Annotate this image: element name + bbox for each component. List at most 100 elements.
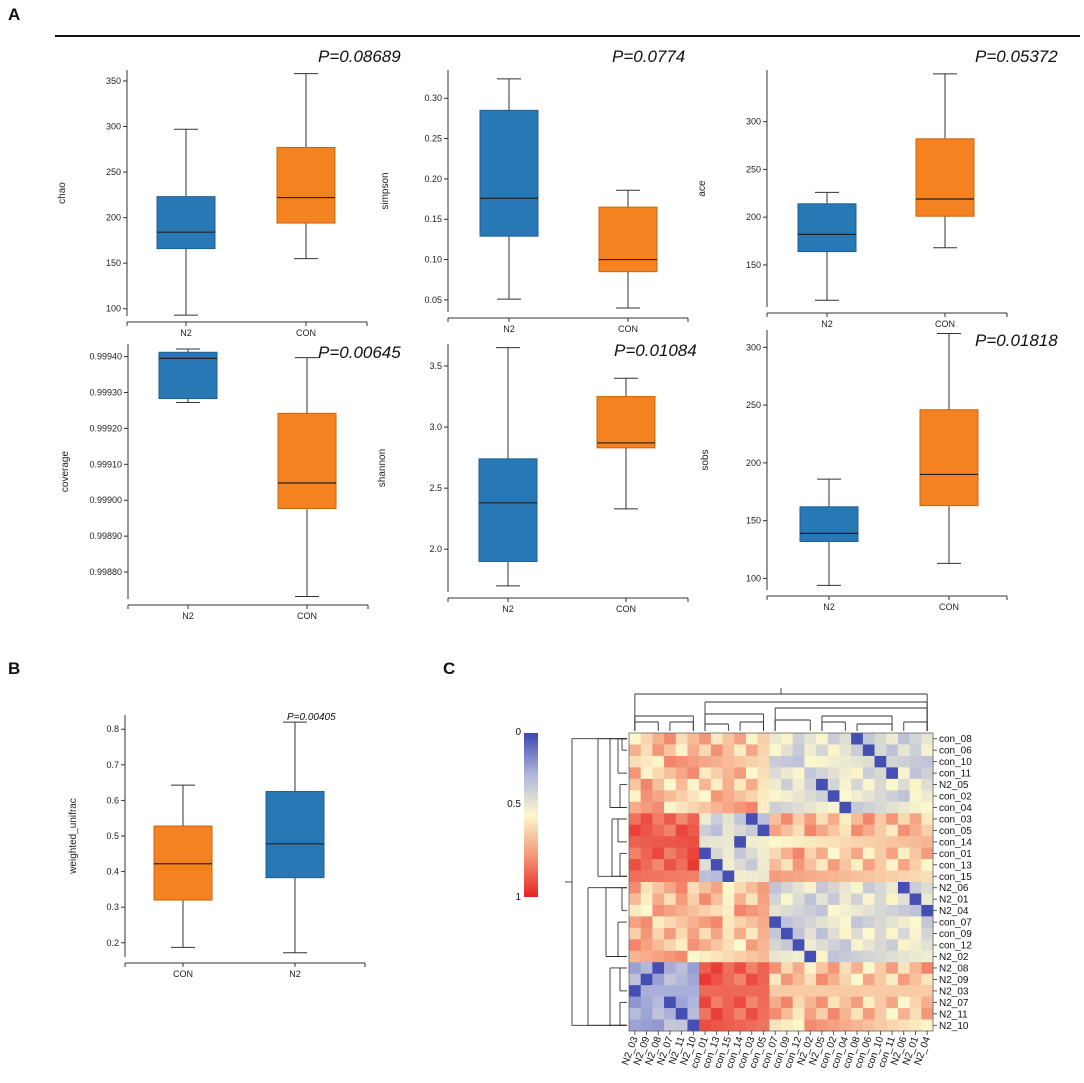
heatmap-cell bbox=[816, 962, 829, 975]
heatmap-cell bbox=[699, 755, 712, 768]
heatmap-cell bbox=[699, 824, 712, 837]
heatmap-cell bbox=[816, 916, 829, 929]
heatmap-cell bbox=[862, 985, 875, 998]
y-tick-label: 0.99900 bbox=[89, 495, 122, 505]
heatmap-cell bbox=[827, 755, 840, 768]
heatmap-cell bbox=[851, 767, 864, 780]
heatmap-cell bbox=[687, 801, 700, 814]
heatmap-cell bbox=[874, 950, 887, 963]
color-legend-label: 1 bbox=[515, 892, 521, 903]
heatmap-cell bbox=[640, 801, 653, 814]
heatmap-cell bbox=[722, 1008, 735, 1020]
color-legend-label: 0.5 bbox=[507, 799, 521, 810]
heatmap-cell bbox=[652, 1008, 665, 1020]
heatmap-cell bbox=[757, 916, 770, 929]
heatmap-cell bbox=[781, 985, 794, 998]
heatmap-cell bbox=[886, 927, 899, 940]
heatmap-cell bbox=[862, 778, 875, 791]
heatmap-cell bbox=[687, 893, 700, 906]
heatmap-cell bbox=[652, 836, 665, 849]
heatmap-cell bbox=[687, 733, 700, 745]
heatmap-cell bbox=[664, 973, 677, 986]
heatmap-cell bbox=[734, 1019, 747, 1032]
heatmap-cell bbox=[827, 904, 840, 917]
heatmap-cell bbox=[804, 824, 817, 837]
heatmap-cell bbox=[734, 950, 747, 963]
heatmap-cell bbox=[757, 767, 770, 780]
heatmap-cell bbox=[699, 813, 712, 826]
y-axis-label: simpson bbox=[380, 172, 391, 209]
heatmap-cell bbox=[734, 836, 747, 849]
heatmap-cell bbox=[851, 1019, 864, 1032]
heatmap-cell bbox=[640, 733, 653, 745]
heatmap-cell bbox=[897, 847, 911, 860]
heatmap-cell bbox=[652, 882, 665, 894]
heatmap-cell bbox=[769, 824, 782, 837]
y-tick-label: 300 bbox=[746, 342, 761, 352]
heatmap-cell bbox=[640, 939, 653, 952]
heatmap-cell bbox=[687, 870, 700, 883]
heatmap-cell bbox=[710, 973, 723, 986]
heatmap-cell bbox=[909, 801, 922, 814]
heatmap-cell bbox=[792, 847, 805, 860]
heatmap-cell bbox=[629, 927, 642, 940]
heatmap-cell bbox=[909, 767, 922, 780]
heatmap-cell bbox=[909, 916, 922, 929]
heatmap-cell bbox=[851, 927, 864, 940]
heatmap-cell bbox=[629, 778, 642, 791]
heatmap-cell bbox=[886, 778, 899, 791]
heatmap-cell bbox=[757, 1019, 770, 1032]
heatmap-cell bbox=[722, 893, 735, 906]
x-tick-label: CON bbox=[616, 604, 636, 614]
heatmap-cell bbox=[851, 973, 864, 986]
heatmap-cell bbox=[897, 859, 911, 871]
heatmap-cell bbox=[675, 985, 688, 998]
p-value-annotation: P=0.00645 bbox=[318, 343, 401, 362]
heatmap-cell bbox=[886, 950, 899, 963]
row-label: con_07 bbox=[939, 918, 972, 929]
coverage-boxplot: 0.99880 0.99890 0.99900 0.99910 0.99920 0.999… bbox=[60, 343, 401, 621]
heatmap-cell bbox=[745, 744, 759, 757]
heatmap-cell bbox=[675, 801, 688, 814]
heatmap-cell bbox=[699, 790, 712, 803]
n2-box bbox=[479, 109, 539, 237]
heatmap-cell bbox=[675, 790, 688, 803]
heatmap-cell bbox=[909, 962, 922, 975]
heatmap-cell bbox=[652, 755, 665, 768]
heatmap-cell bbox=[745, 893, 759, 906]
heatmap-cell bbox=[629, 824, 642, 837]
heatmap-cell bbox=[664, 1019, 677, 1032]
heatmap-cell bbox=[699, 916, 712, 929]
heatmap-cell bbox=[827, 836, 840, 849]
heatmap-cell bbox=[816, 733, 829, 745]
heatmap-cell bbox=[874, 778, 887, 791]
heatmap-cell bbox=[652, 973, 665, 986]
heatmap-cell bbox=[675, 950, 688, 963]
heatmap-cell bbox=[687, 744, 700, 757]
heatmap-cell bbox=[897, 985, 911, 998]
heatmap-cell bbox=[827, 870, 840, 883]
p-value-annotation: P=0.05372 bbox=[975, 47, 1058, 66]
heatmap-cell bbox=[862, 824, 875, 837]
heatmap-cell bbox=[839, 859, 852, 871]
heatmap-cell bbox=[769, 950, 782, 963]
heatmap-cell bbox=[862, 813, 875, 826]
heatmap-cell bbox=[629, 847, 642, 860]
y-axis-label: coverage bbox=[60, 450, 71, 492]
heatmap-cell bbox=[827, 1019, 840, 1032]
heatmap-cell bbox=[640, 767, 653, 780]
n2-box bbox=[158, 351, 218, 400]
heatmap-cell bbox=[816, 801, 829, 814]
heatmap-cell bbox=[886, 904, 899, 917]
con-box bbox=[919, 409, 979, 507]
heatmap-cell bbox=[804, 859, 817, 871]
y-axis-label: shannon bbox=[377, 449, 388, 487]
heatmap-cell bbox=[710, 950, 723, 963]
row-label: N2_02 bbox=[939, 952, 969, 963]
heatmap-cell bbox=[874, 962, 887, 975]
heatmap-cell bbox=[839, 870, 852, 883]
heatmap-cell bbox=[851, 847, 864, 860]
heatmap-cell bbox=[629, 893, 642, 906]
heatmap-cell bbox=[757, 801, 770, 814]
heatmap-cell bbox=[804, 801, 817, 814]
